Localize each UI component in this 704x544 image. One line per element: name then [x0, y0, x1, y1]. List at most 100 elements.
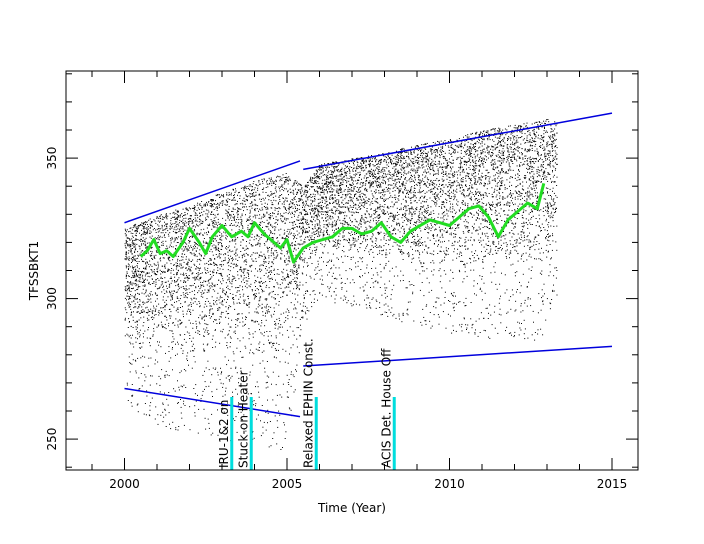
data-point — [547, 236, 549, 238]
data-point — [209, 274, 211, 275]
data-point — [329, 177, 331, 178]
data-point — [220, 313, 222, 315]
data-point — [130, 402, 132, 404]
data-point — [172, 246, 174, 248]
data-point — [161, 244, 163, 246]
data-point — [335, 200, 337, 202]
data-point — [351, 231, 353, 233]
data-point — [412, 208, 414, 210]
data-point — [547, 203, 549, 205]
data-point — [434, 151, 436, 153]
data-point — [128, 304, 130, 306]
data-point — [265, 382, 267, 384]
data-point — [327, 286, 329, 288]
data-point — [126, 272, 128, 274]
data-point — [214, 258, 216, 260]
data-point — [203, 228, 205, 230]
data-point — [516, 186, 518, 188]
data-point — [287, 273, 288, 275]
data-point — [478, 201, 480, 203]
data-point — [331, 226, 333, 228]
data-point — [543, 146, 545, 148]
data-point — [377, 282, 379, 284]
data-point — [533, 182, 535, 184]
data-point — [500, 158, 502, 159]
data-point — [329, 203, 331, 205]
data-point — [432, 234, 434, 236]
data-point — [430, 213, 432, 215]
data-point — [348, 178, 350, 179]
data-point — [264, 331, 265, 333]
data-point — [548, 275, 550, 277]
data-point — [364, 284, 366, 286]
data-point — [457, 225, 459, 227]
data-point — [499, 135, 501, 137]
data-point — [450, 140, 452, 141]
data-point — [269, 216, 271, 218]
data-point — [246, 261, 248, 263]
data-point — [499, 137, 501, 139]
data-point — [145, 273, 147, 275]
data-point — [505, 161, 507, 163]
data-point — [420, 242, 422, 244]
data-point — [395, 196, 397, 198]
data-point — [146, 233, 148, 235]
data-point — [198, 330, 200, 332]
data-point — [298, 243, 300, 245]
data-point — [363, 177, 365, 179]
data-point — [193, 350, 195, 352]
data-point — [512, 156, 514, 158]
data-point — [132, 256, 134, 258]
data-point — [467, 231, 469, 233]
data-point — [377, 221, 379, 223]
data-point — [284, 277, 286, 279]
data-point — [262, 360, 264, 362]
data-point — [519, 242, 521, 244]
data-point — [168, 412, 170, 414]
data-point — [231, 229, 233, 231]
data-point — [169, 225, 171, 227]
data-point — [190, 270, 192, 272]
data-point — [282, 197, 284, 199]
data-point — [279, 199, 281, 201]
data-point — [393, 173, 395, 175]
data-point — [252, 320, 254, 322]
data-point — [286, 329, 288, 331]
data-point — [353, 205, 355, 207]
data-point — [181, 233, 183, 235]
data-point — [443, 151, 445, 152]
data-point — [499, 129, 501, 131]
data-point — [524, 338, 526, 340]
data-point — [272, 343, 273, 345]
data-point — [437, 245, 439, 247]
data-point — [441, 213, 443, 215]
data-point — [465, 185, 466, 186]
data-point — [319, 225, 321, 227]
data-point — [202, 292, 204, 294]
data-point — [229, 214, 231, 216]
data-point — [329, 174, 331, 175]
data-point — [408, 253, 410, 255]
data-point — [273, 183, 275, 184]
data-point — [441, 235, 443, 237]
data-point — [159, 286, 161, 288]
data-point — [263, 343, 265, 345]
data-point — [456, 159, 458, 160]
data-point — [364, 216, 366, 218]
data-point — [175, 245, 177, 247]
data-point — [409, 211, 411, 213]
data-point — [221, 200, 223, 202]
data-point — [274, 298, 276, 300]
data-point — [442, 147, 444, 149]
data-point — [134, 269, 136, 271]
data-point — [463, 221, 465, 223]
data-point — [428, 228, 430, 230]
data-point — [285, 317, 287, 319]
data-point — [432, 236, 434, 238]
data-point — [494, 179, 496, 181]
data-point — [287, 283, 289, 285]
data-point — [319, 234, 321, 236]
data-point — [153, 328, 155, 330]
data-point — [316, 176, 318, 178]
data-point — [204, 289, 206, 291]
